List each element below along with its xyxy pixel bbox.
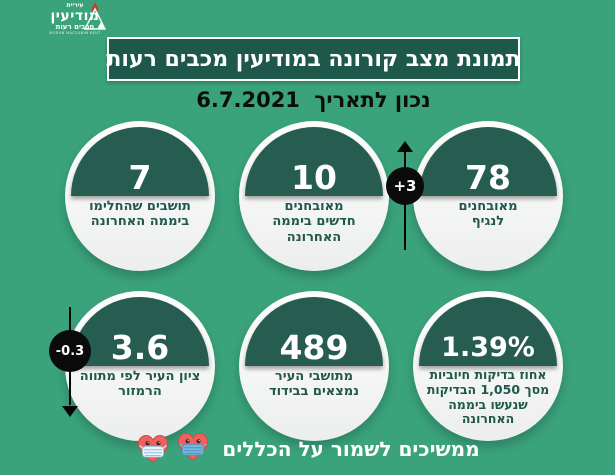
date-label: נכון לתאריך <box>314 88 431 112</box>
change-badge-up: +3 <box>385 141 425 255</box>
stat-label: מאובחנים לנגיף <box>458 199 518 230</box>
up-arrow-icon <box>397 141 413 152</box>
delta-badge: +3 <box>386 167 424 205</box>
change-badge-down: -0.3 <box>49 305 91 417</box>
stat-value: 1.39% <box>441 332 535 363</box>
masked-hearts-icon <box>138 432 209 463</box>
down-arrow-icon <box>62 406 78 417</box>
stat-label: מתושבי העיר נמצאים בבידוד <box>268 369 360 400</box>
stat-value: 3.6 <box>110 328 170 367</box>
footer-message: ממשיכים לשמור על הכללים <box>222 437 480 461</box>
stat-diagnosed-total: 78 מאובחנים לנגיף +3 <box>386 121 563 271</box>
stat-positive-rate: 1.39% אחוז בדיקות חיוביות מסך 1,050 הבדי… <box>413 291 563 441</box>
stat-dome: 1.39% <box>419 297 557 366</box>
stat-new-cases-24h: 10 מאובחנים חדשים ביממה האחרונה <box>239 121 389 271</box>
stat-dome: 78 <box>419 127 557 196</box>
footer: ממשיכים לשמור על הכללים <box>0 428 615 470</box>
stat-value: 10 <box>291 158 337 197</box>
stat-label: ציון העיר לפי מתווה הרמזור <box>79 369 201 400</box>
logo-subtitle: מכבים רעות <box>55 23 95 31</box>
stat-value: 7 <box>128 158 152 197</box>
page-title: תמונת מצב קורונה במודיעין מכבים רעות <box>106 46 521 72</box>
title-banner: תמונת מצב קורונה במודיעין מכבים רעות <box>106 37 521 81</box>
city-logo: עיריית מודיעין מכבים רעות MODIIN MACCABI… <box>44 2 107 36</box>
logo-flame-triangle-icon <box>83 2 107 30</box>
stat-dome: 10 <box>245 127 383 196</box>
date-value: 6.7.2021 <box>196 88 300 112</box>
logo-city-name: מודיעין <box>50 8 100 24</box>
stats-grid: 78 מאובחנים לנגיף +3 10 מאובחנים חדשים ב… <box>49 121 563 441</box>
stat-recovered-24h: 7 תושבים שהחלימו ביממה האחרונה <box>65 121 215 271</box>
stat-label: תושבים שהחלימו ביממה האחרונה <box>89 199 191 230</box>
stat-dome: 3.6 <box>71 297 209 366</box>
stat-value: 489 <box>279 328 349 367</box>
stat-label: אחוז בדיקות חיוביות מסך 1,050 הבדיקות שנ… <box>426 367 550 427</box>
stat-residents-isolated: 489 מתושבי העיר נמצאים בבידוד <box>239 291 389 441</box>
stat-dome: 7 <box>71 127 209 196</box>
date-line: נכון לתאריך 6.7.2021 <box>107 88 520 112</box>
logo-english-name: MODIIN MACCABIM REUT <box>49 31 101 35</box>
stat-label: מאובחנים חדשים ביממה האחרונה <box>272 199 356 245</box>
stat-dome: 489 <box>245 297 383 366</box>
stat-traffic-light-score: 3.6 ציון העיר לפי מתווה הרמזור -0.3 <box>49 291 215 441</box>
logo-municipality-text: עיריית <box>66 2 84 9</box>
delta-badge: -0.3 <box>49 330 91 372</box>
stat-value: 78 <box>465 158 511 197</box>
